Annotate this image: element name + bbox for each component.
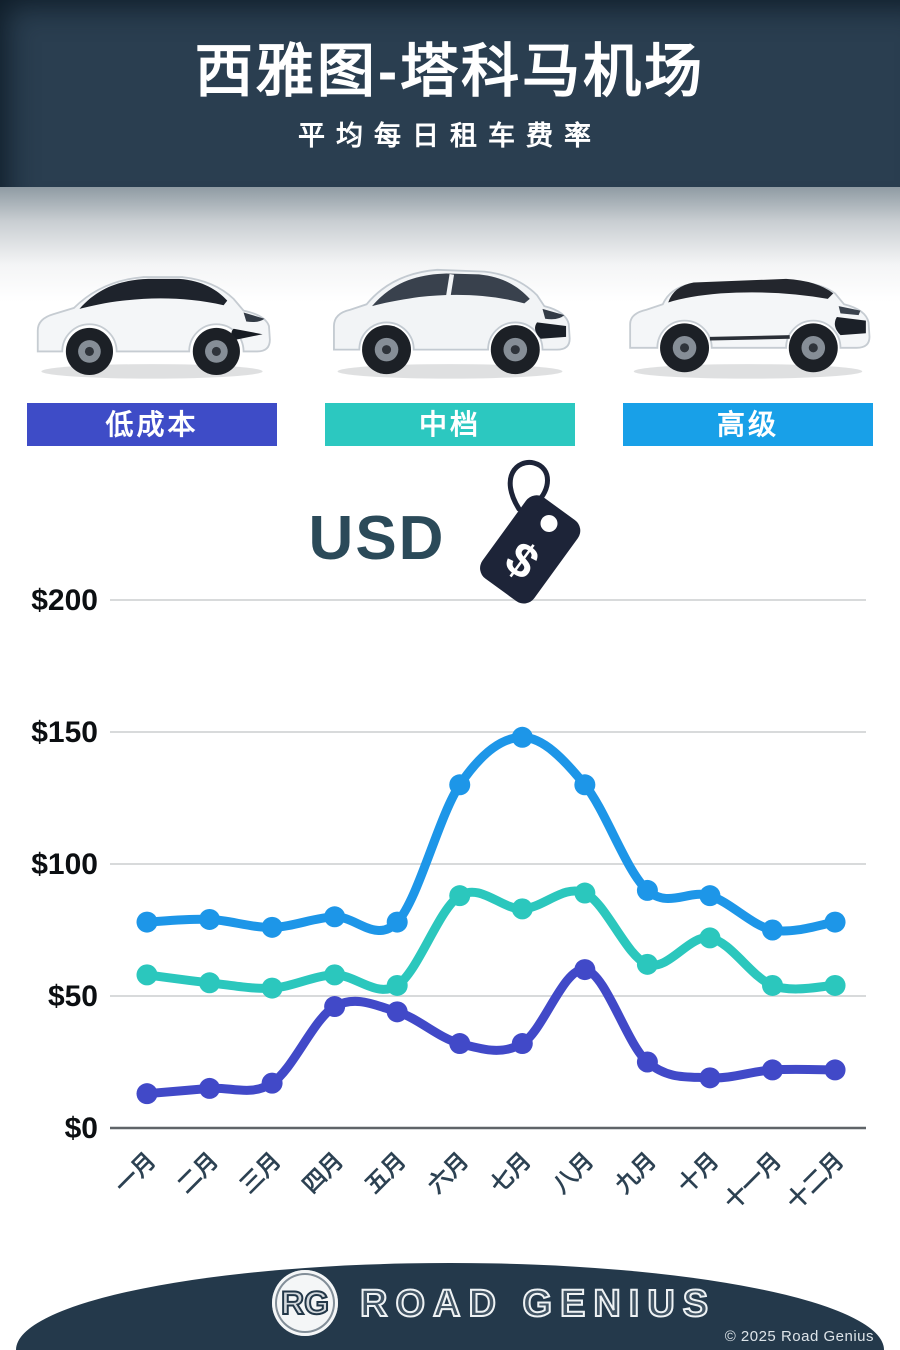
car-pillar xyxy=(445,274,455,298)
data-point xyxy=(824,974,846,996)
data-point xyxy=(199,908,221,930)
tag-shape: $ xyxy=(480,495,581,604)
y-axis-label: $0 xyxy=(65,1112,98,1145)
x-axis-label: 八月 xyxy=(547,1147,598,1198)
logo-initials: RG xyxy=(280,1284,330,1322)
x-axis-label: 七月 xyxy=(485,1147,536,1198)
car-headlight xyxy=(542,308,565,320)
price-tag-icon: $ xyxy=(480,459,581,604)
data-point xyxy=(699,885,721,907)
x-axis-label: 三月 xyxy=(235,1147,286,1198)
x-axis-label: 一月 xyxy=(110,1147,161,1198)
header: 西雅图-塔科马机场 平均每日租车费率 xyxy=(0,0,900,187)
economy-column: 低成本 xyxy=(6,233,298,446)
midsize-column: 中档 xyxy=(304,233,596,446)
x-axis-label: 十一月 xyxy=(719,1147,786,1214)
data-point xyxy=(136,1083,158,1105)
car-wheels xyxy=(362,325,540,375)
data-point xyxy=(449,1033,471,1055)
data-point xyxy=(824,1059,846,1081)
data-point xyxy=(699,1067,721,1089)
x-axis-label: 十月 xyxy=(673,1147,724,1198)
data-point xyxy=(762,974,783,996)
copyright-text: © 2025 Road Genius xyxy=(724,1328,874,1345)
car-windows xyxy=(79,278,228,309)
car-headlight xyxy=(838,306,861,316)
series-line-premium xyxy=(142,732,840,936)
data-point xyxy=(511,726,533,748)
series-points-economy xyxy=(136,959,846,1105)
data-point xyxy=(762,1059,783,1081)
data-point xyxy=(574,882,596,904)
data-point xyxy=(199,1077,221,1099)
data-point xyxy=(199,972,221,994)
midsize-car-image xyxy=(333,268,571,379)
data-point xyxy=(261,1072,283,1094)
data-point xyxy=(136,911,158,933)
data-point xyxy=(824,911,846,933)
data-point xyxy=(324,996,346,1018)
data-point xyxy=(136,964,158,986)
page-title: 西雅图-塔科马机场 xyxy=(194,38,706,104)
x-axis-label: 九月 xyxy=(609,1147,661,1199)
data-point xyxy=(574,959,596,981)
x-axis-label: 五月 xyxy=(360,1147,411,1198)
series-points-midsize xyxy=(136,882,846,999)
category-pill-midsize: 中档 xyxy=(325,403,575,446)
series-points-premium xyxy=(136,726,846,941)
data-point xyxy=(636,953,658,975)
x-axis-label: 六月 xyxy=(422,1147,473,1198)
data-point xyxy=(636,879,658,901)
data-point xyxy=(324,906,346,928)
car-grille xyxy=(834,316,866,336)
data-point xyxy=(449,774,471,796)
car-sill-trim xyxy=(709,335,790,341)
brand-name: ROAD GENIUS xyxy=(359,1282,717,1326)
economy-car-image xyxy=(36,276,271,379)
y-axis-label: $100 xyxy=(31,848,98,881)
category-pill-economy: 低成本 xyxy=(27,403,277,446)
data-point xyxy=(762,919,783,941)
data-point xyxy=(386,911,408,933)
car-grille xyxy=(231,328,263,340)
data-point xyxy=(386,974,408,996)
data-point xyxy=(699,927,721,949)
data-point xyxy=(324,964,346,986)
series-line-economy xyxy=(142,965,840,1099)
data-point xyxy=(511,898,533,920)
x-axis-label: 十二月 xyxy=(781,1147,848,1214)
data-point xyxy=(449,885,471,907)
data-point xyxy=(261,916,283,938)
x-axis-label: 二月 xyxy=(172,1147,223,1198)
currency-indicator: USD $ xyxy=(0,455,900,615)
data-point xyxy=(511,1033,533,1055)
footer: RG ROAD GENIUS © 2025 Road Genius xyxy=(16,1263,884,1350)
car-roof xyxy=(668,278,834,303)
data-point xyxy=(636,1051,658,1073)
car-headlight xyxy=(243,312,265,323)
road-genius-logo: RG xyxy=(272,1270,338,1336)
car-grille xyxy=(535,322,567,339)
car-category-row: 低成本 中档 xyxy=(0,233,900,446)
category-pill-premium: 高级 xyxy=(623,403,873,446)
car-wheels xyxy=(65,327,240,376)
data-point xyxy=(574,774,596,796)
x-axis-label: 四月 xyxy=(297,1147,348,1198)
car-wheels xyxy=(660,323,838,373)
currency-label: USD xyxy=(308,504,446,573)
premium-car-image xyxy=(629,278,871,379)
series-line-midsize xyxy=(142,886,840,994)
premium-column: 高级 xyxy=(602,233,894,446)
data-point xyxy=(386,1001,408,1023)
y-axis-label: $150 xyxy=(31,716,98,749)
data-point xyxy=(261,977,283,999)
y-axis-label: $50 xyxy=(48,980,98,1013)
car-body xyxy=(629,279,871,349)
tag-string xyxy=(508,459,551,512)
page-subtitle: 平均每日租车费率 xyxy=(298,121,602,152)
